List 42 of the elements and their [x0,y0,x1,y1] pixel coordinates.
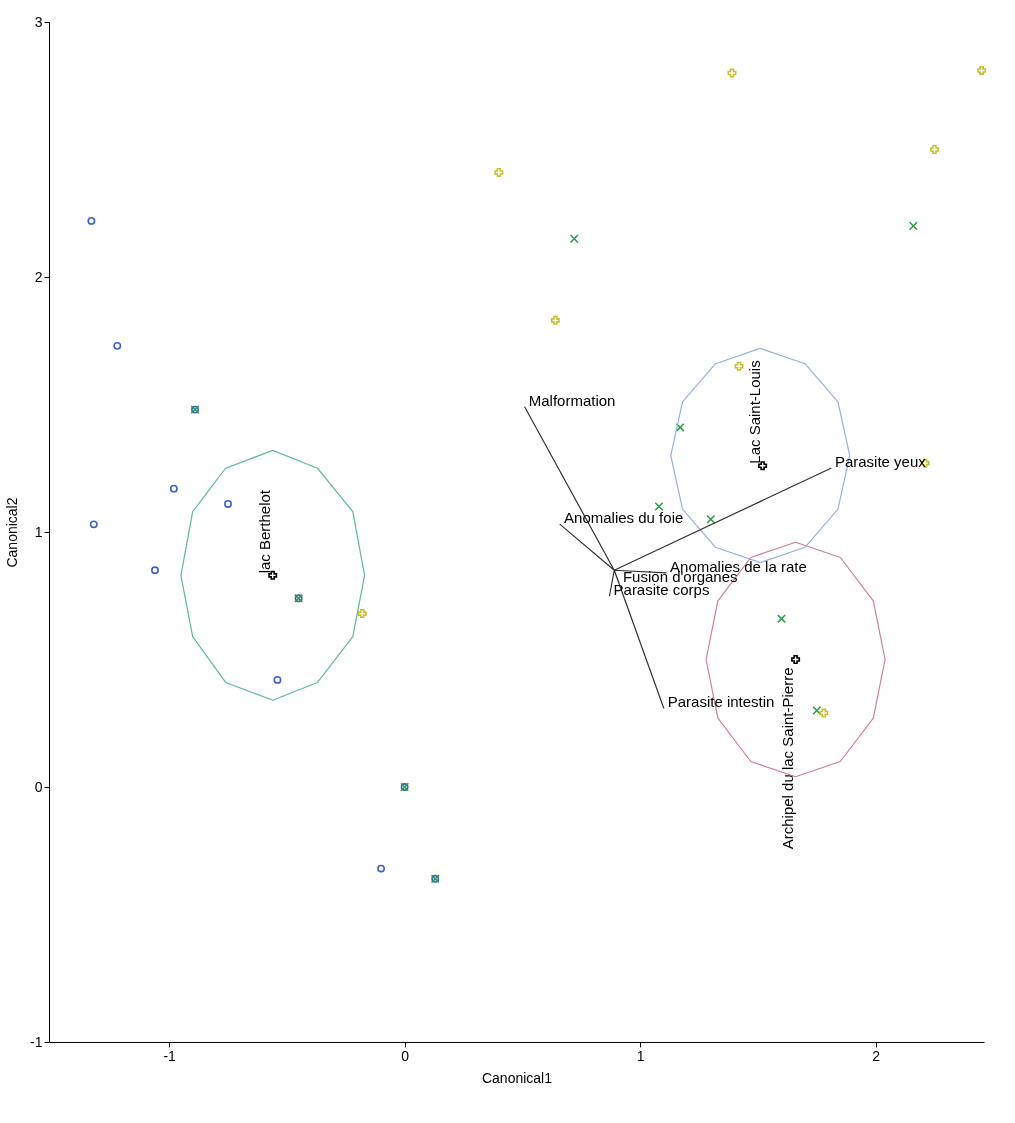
point [550,315,560,325]
point [89,520,98,529]
y-tick-label: 2 [34,268,43,285]
point [357,609,367,619]
x-tick-label: 0 [401,1047,410,1064]
y-tick-label: 3 [34,13,43,30]
point [930,144,940,155]
y-tick-label: -1 [30,1033,43,1050]
point [706,514,716,524]
y-tick-label: 0 [34,778,43,795]
point [169,484,178,493]
x-tick-label: -1 [163,1047,177,1064]
point [654,501,664,512]
x-tick-label: 1 [636,1047,645,1064]
point [791,654,801,665]
point [758,461,768,471]
point [734,361,744,371]
y-tick-label: 1 [34,523,43,540]
point [113,341,122,350]
text: Lac Saint-Louis [745,360,763,464]
point [273,675,282,684]
point [819,708,829,718]
point [87,216,96,225]
point [776,614,786,624]
point [377,864,386,873]
point [224,499,232,508]
annotation: Parasite intestin [667,692,775,710]
annotation: Malformation [528,392,616,410]
text: Archipel du lac Saint-Pierre [778,667,796,850]
point [675,422,685,432]
x-axis-title: Canonical1 [481,1069,553,1086]
point [977,65,987,75]
point [268,570,278,580]
point [151,566,159,575]
y-axis-title: Canonical2 [4,497,21,568]
point [727,68,737,78]
point [812,705,822,716]
point [908,221,918,231]
x-tick-label: 2 [872,1047,881,1064]
point [494,167,504,177]
text: lac Berthelot [255,489,273,574]
point [569,234,579,244]
